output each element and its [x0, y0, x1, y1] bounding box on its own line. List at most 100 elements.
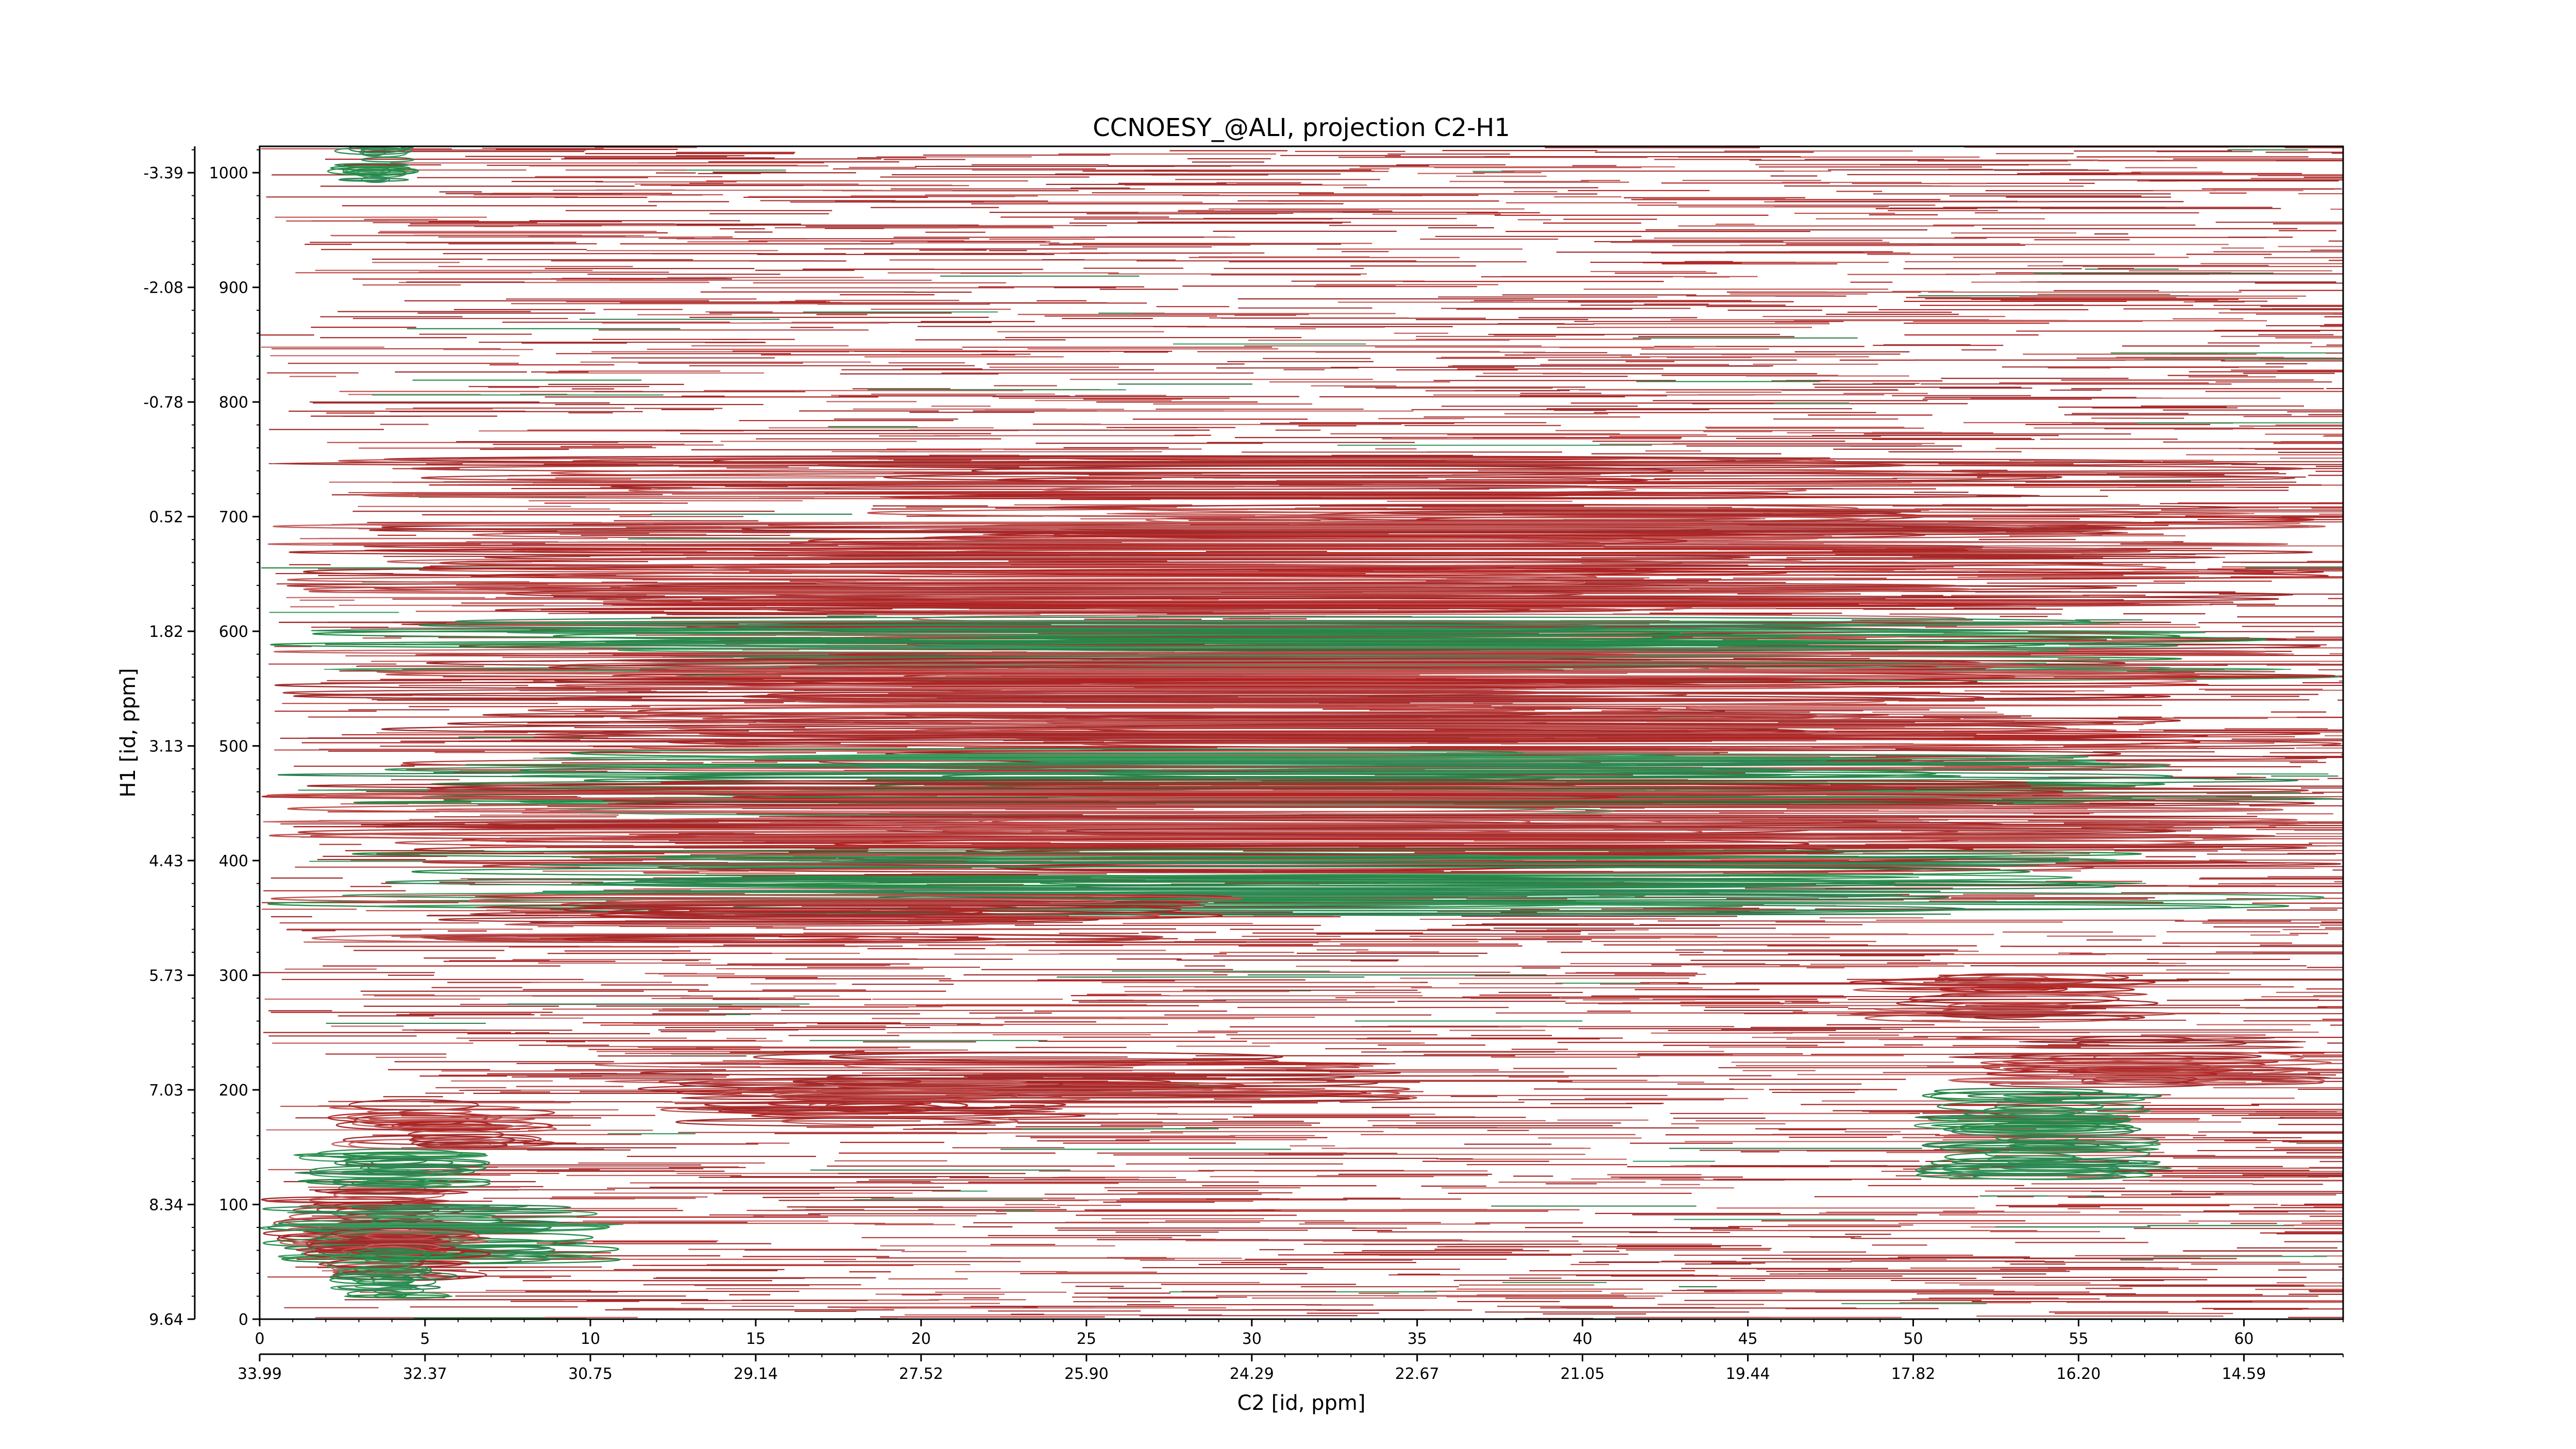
contour-line — [1048, 504, 2238, 511]
x-tick-label: 50 — [1903, 1330, 1923, 1348]
contour-line — [364, 1232, 436, 1240]
x-ppm-tick-label: 30.75 — [568, 1365, 613, 1383]
contour-line — [1973, 1014, 2145, 1021]
contour-line — [933, 823, 2167, 835]
plot-frame — [259, 145, 2344, 1320]
y-ppm-tick-label: 8.34 — [149, 1197, 183, 1215]
contour-line — [373, 1286, 425, 1295]
peak-band — [310, 814, 2342, 874]
contour-line — [352, 1119, 534, 1128]
contour-line — [312, 629, 1683, 639]
contour-line — [605, 898, 1116, 905]
x-tick-label: 25 — [1077, 1330, 1096, 1348]
contour-line — [660, 1105, 926, 1114]
y-tick-label: 1000 — [209, 164, 248, 182]
y-tick-label: 300 — [219, 967, 248, 985]
contour-line — [631, 703, 2162, 708]
contour-line — [269, 639, 2045, 650]
contour-line — [879, 525, 1904, 529]
contour-line — [1042, 485, 1637, 494]
contour-line — [331, 1178, 426, 1186]
peak-band — [274, 651, 2336, 703]
contour-line — [337, 1268, 432, 1276]
y-ppm-tick-label: -0.78 — [143, 394, 183, 412]
contour-line — [386, 557, 1802, 567]
contour-line — [586, 596, 1886, 602]
contour-line — [338, 457, 1836, 465]
x-tick-label: 10 — [581, 1330, 600, 1348]
contour-line — [1951, 1159, 2161, 1166]
contour-line — [1939, 986, 2135, 993]
x-ppm-tick-label: 17.82 — [1891, 1365, 1936, 1383]
contour-line — [1967, 1092, 2162, 1099]
y-tick-label: 800 — [219, 394, 248, 412]
peak-band — [326, 1248, 458, 1299]
contour-line — [1943, 1124, 2142, 1134]
contour-line — [2093, 1051, 2304, 1063]
contour-line — [1963, 1110, 2076, 1117]
peak-band — [293, 1149, 491, 1194]
contour-line — [816, 578, 1586, 587]
contour-line — [1874, 1007, 2067, 1012]
y-tick-label: 700 — [219, 509, 248, 527]
contour-line — [1946, 1001, 2073, 1012]
x-axis-ppm: 33.99 32.37 30.75 29.14 27.52 25.90 24.29 22.67… — [238, 1353, 2344, 1383]
contour-line — [529, 920, 946, 925]
contour-line — [792, 1079, 922, 1085]
contour-line — [606, 907, 983, 917]
contour-line — [826, 1074, 1355, 1080]
contour-line — [1106, 511, 2255, 516]
x-ppm-tick-label: 25.90 — [1064, 1365, 1109, 1383]
contour-line — [1911, 983, 2139, 987]
contour-line — [706, 599, 2233, 604]
contour-line — [343, 1151, 486, 1157]
x-axis-index: 0 5 10 15 20 25 30 35 40 45 50 55 60 — [255, 1319, 2344, 1348]
x-ppm-tick-label: 27.52 — [899, 1365, 943, 1383]
contour-line — [942, 825, 1959, 837]
contour-line — [834, 838, 1809, 850]
contour-line — [556, 698, 2310, 702]
x-ppm-tick-label: 14.59 — [2222, 1365, 2266, 1383]
x-ppm-tick-label: 16.20 — [2057, 1365, 2101, 1383]
contour-line — [667, 663, 2149, 673]
contour-line — [915, 727, 2117, 734]
contour-line — [307, 782, 2031, 790]
x-tick-label: 15 — [746, 1330, 766, 1348]
contour-line — [1948, 1055, 2256, 1059]
contour-line — [1917, 1167, 2146, 1176]
contour-line — [307, 1240, 442, 1252]
contour-line — [361, 157, 415, 163]
contour-line — [1950, 1075, 2325, 1085]
contour-line — [475, 904, 1018, 910]
contour-line — [778, 1093, 1062, 1100]
contour-line — [333, 1190, 445, 1200]
contour-line — [298, 1178, 439, 1183]
contour-line — [398, 1108, 555, 1117]
contour-line — [563, 935, 997, 942]
contour-line — [352, 1278, 416, 1283]
peak-band — [327, 146, 419, 183]
y-ppm-tick-label: 7.03 — [149, 1082, 183, 1100]
contour-line — [655, 855, 1720, 861]
y-tick-label: 0 — [239, 1311, 248, 1329]
y-ppm-tick-label: -3.39 — [143, 164, 183, 182]
x-tick-label: 35 — [1408, 1330, 1427, 1348]
contour-line — [364, 547, 1969, 554]
contour-line — [375, 1252, 430, 1262]
y-ppm-tick-label: 1.82 — [149, 623, 183, 641]
peak-band — [270, 894, 1243, 943]
y-axis-ppm: 9.64 8.34 7.03 5.73 4.43 3.13 1.82 0.52 -0.78 -2.… — [143, 146, 196, 1329]
x-ppm-tick-label: 32.37 — [403, 1365, 447, 1383]
peak-band — [1915, 1134, 2173, 1181]
y-tick-label: 900 — [219, 279, 248, 297]
contour-line — [504, 922, 987, 927]
contour-line — [484, 554, 1751, 561]
contour-line — [426, 658, 2126, 668]
contour-line — [677, 1106, 1063, 1111]
contour-line — [555, 571, 1596, 582]
x-tick-label: 55 — [2069, 1330, 2088, 1348]
x-tick-label: 20 — [911, 1330, 931, 1348]
contour-line — [344, 1294, 453, 1299]
contour-line — [905, 892, 1903, 899]
